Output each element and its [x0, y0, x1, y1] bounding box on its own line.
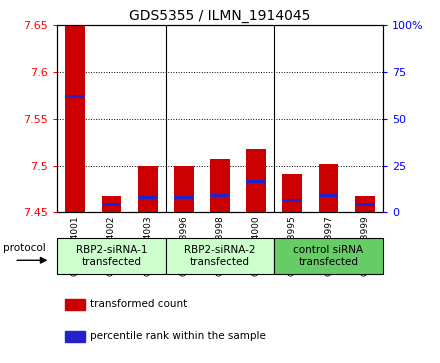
Bar [138, 196, 158, 199]
Text: protocol: protocol [3, 243, 46, 253]
Bar [319, 194, 338, 197]
Text: RBP2-siRNA-2
transfected: RBP2-siRNA-2 transfected [184, 245, 256, 267]
Bar [355, 196, 375, 212]
Title: GDS5355 / ILMN_1914045: GDS5355 / ILMN_1914045 [129, 9, 311, 23]
FancyBboxPatch shape [274, 238, 383, 274]
Bar [282, 199, 302, 201]
Bar [174, 166, 194, 212]
Bar [66, 95, 85, 98]
Bar [65, 299, 85, 310]
Bar [210, 159, 230, 212]
Bar [65, 331, 85, 342]
Bar [319, 164, 338, 212]
Bar [102, 204, 121, 206]
Text: percentile rank within the sample: percentile rank within the sample [91, 331, 266, 341]
Bar [282, 174, 302, 212]
FancyBboxPatch shape [166, 238, 274, 274]
Text: control siRNA
transfected: control siRNA transfected [293, 245, 363, 267]
Bar [102, 196, 121, 212]
Text: transformed count: transformed count [91, 299, 188, 309]
Bar [246, 149, 266, 212]
Bar [355, 204, 375, 206]
FancyBboxPatch shape [57, 238, 166, 274]
Bar [210, 194, 230, 197]
Bar [138, 166, 158, 212]
Text: RBP2-siRNA-1
transfected: RBP2-siRNA-1 transfected [76, 245, 147, 267]
Bar [66, 25, 85, 212]
Bar [174, 196, 194, 199]
Bar [246, 180, 266, 183]
